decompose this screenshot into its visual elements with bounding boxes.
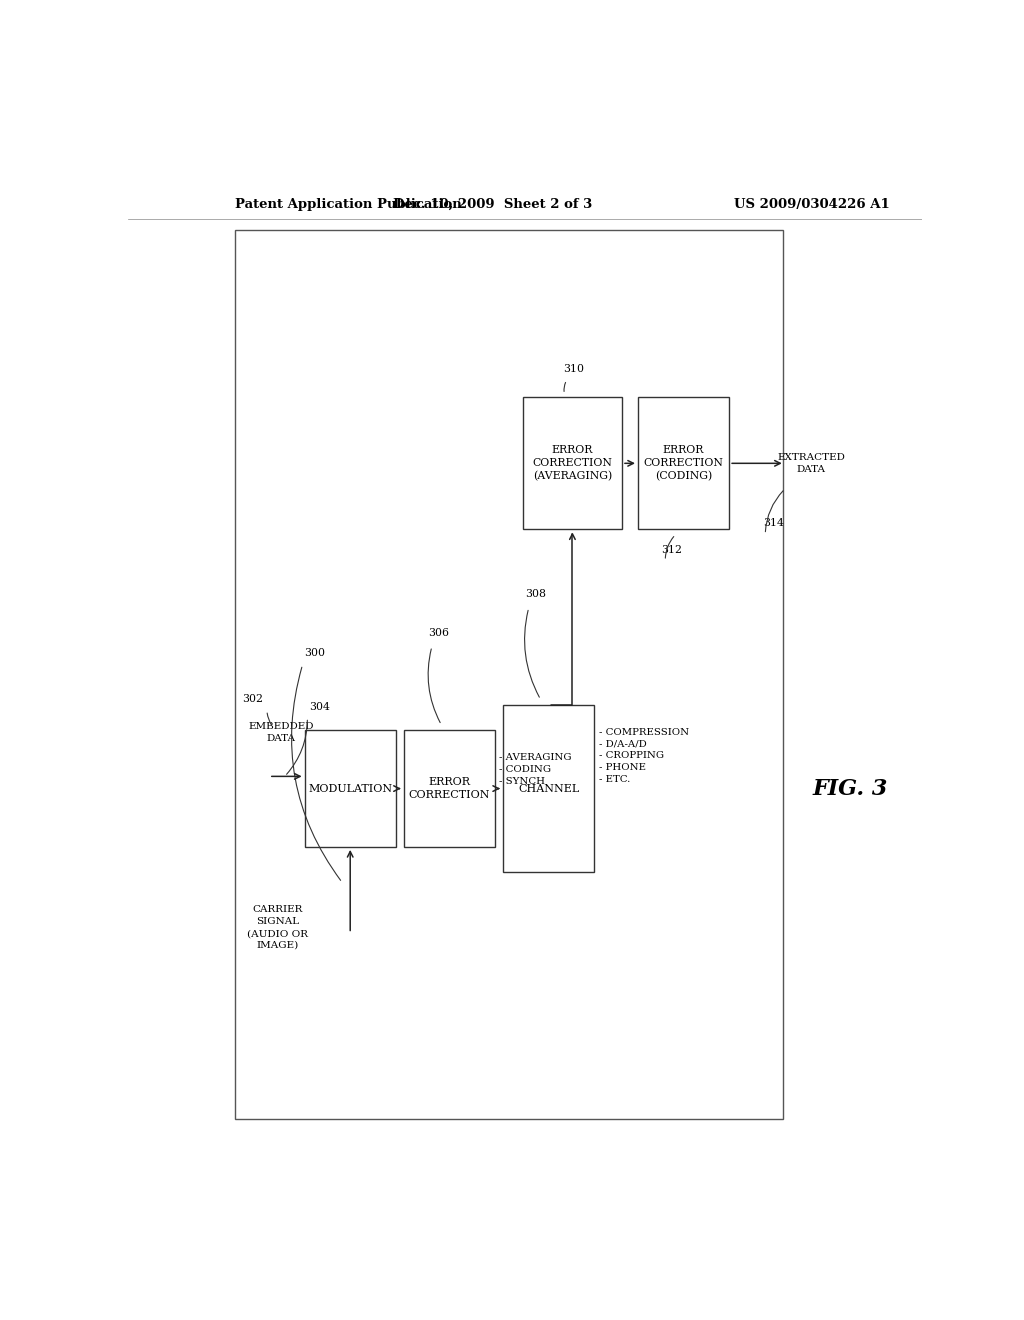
Bar: [638, 397, 729, 529]
Text: - AVERAGING
- CODING
- SYNCH: - AVERAGING - CODING - SYNCH: [499, 752, 571, 785]
Text: 304: 304: [309, 702, 330, 713]
Text: FIG. 3: FIG. 3: [812, 777, 888, 800]
Text: CHANNEL: CHANNEL: [518, 784, 580, 793]
Text: EMBEDDED
DATA: EMBEDDED DATA: [249, 722, 314, 743]
Bar: [236, 230, 782, 1119]
Text: ERROR
CORRECTION
(CODING): ERROR CORRECTION (CODING): [643, 445, 724, 482]
Text: 310: 310: [563, 364, 584, 374]
Text: MODULATION: MODULATION: [308, 784, 392, 793]
Text: 300: 300: [304, 648, 326, 659]
Bar: [503, 705, 594, 873]
Text: Patent Application Publication: Patent Application Publication: [236, 198, 462, 211]
Bar: [523, 397, 622, 529]
Bar: [403, 730, 495, 847]
Text: 312: 312: [662, 545, 682, 554]
Text: - COMPRESSION
- D/A-A/D
- CROPPING
- PHONE
- ETC.: - COMPRESSION - D/A-A/D - CROPPING - PHO…: [599, 727, 689, 784]
Text: EXTRACTED
DATA: EXTRACTED DATA: [777, 453, 845, 474]
Text: 306: 306: [428, 628, 449, 638]
Text: 314: 314: [763, 519, 783, 528]
Text: 308: 308: [524, 590, 546, 599]
Bar: [304, 730, 396, 847]
Text: CARRIER
SIGNAL
(AUDIO OR
IMAGE): CARRIER SIGNAL (AUDIO OR IMAGE): [247, 906, 307, 950]
Text: ERROR
CORRECTION
(AVERAGING): ERROR CORRECTION (AVERAGING): [532, 445, 612, 482]
Text: 302: 302: [242, 694, 263, 704]
Text: Dec. 10, 2009  Sheet 2 of 3: Dec. 10, 2009 Sheet 2 of 3: [393, 198, 593, 211]
Text: US 2009/0304226 A1: US 2009/0304226 A1: [734, 198, 890, 211]
Text: ERROR
CORRECTION: ERROR CORRECTION: [409, 777, 490, 800]
